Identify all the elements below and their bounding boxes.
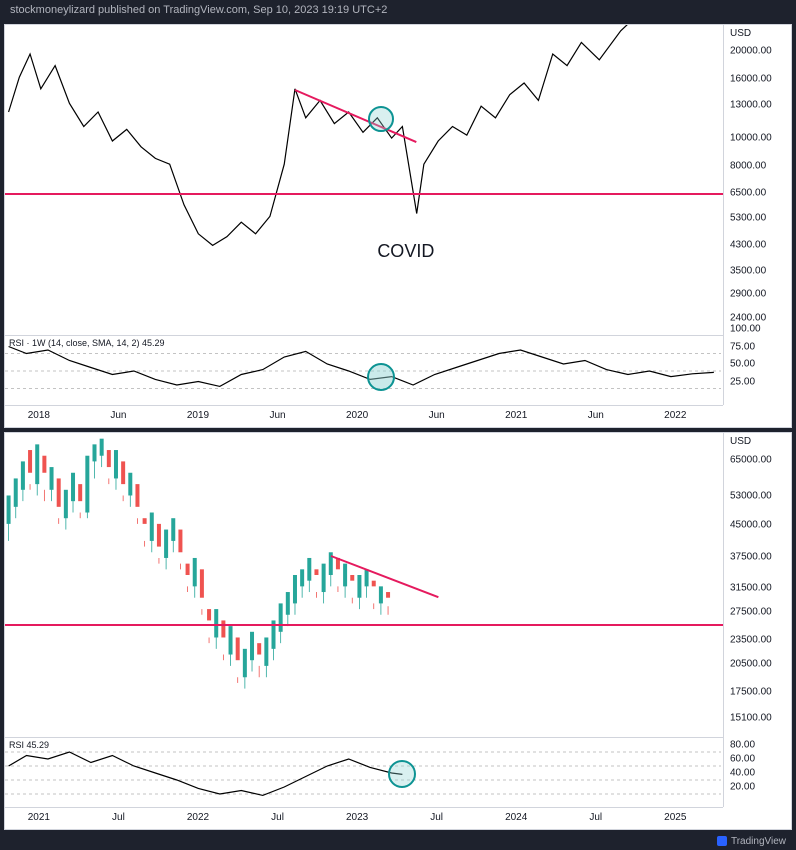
header-text: stockmoneylizard published on TradingVie…: [10, 4, 387, 16]
chart-panel-top[interactable]: COVID RSI · 1W (14, close, SMA, 14, 2) 4…: [4, 24, 792, 428]
footer-text: TradingView: [731, 836, 786, 847]
x-axis-2: 2021Jul2022Jul2023Jul2024Jul2025: [5, 807, 723, 829]
footer-bar: TradingView: [0, 832, 796, 850]
price-svg-1: [5, 25, 721, 315]
x-axis-1: 2018Jun2019Jun2020Jun2021Jun2022: [5, 405, 723, 427]
rsi-label-2: RSI 45.29: [9, 740, 49, 750]
y-unit-1: USD: [730, 28, 751, 39]
y-axis-1: USD 20000.0016000.0013000.0010000.008000…: [723, 25, 791, 405]
support-line-2: [5, 624, 723, 626]
text-annotation-covid: COVID: [377, 241, 434, 262]
rsi-label-1: RSI · 1W (14, close, SMA, 14, 2) 45.29: [9, 338, 165, 348]
price-area-2[interactable]: 25699.53: [5, 433, 723, 737]
y-axis-2: USD 65000.0053000.0045000.0037500.003150…: [723, 433, 791, 807]
price-area-1[interactable]: COVID: [5, 25, 723, 335]
y-unit-2: USD: [730, 436, 751, 447]
tradingview-logo-icon: [717, 836, 727, 846]
rsi-area-2[interactable]: RSI 45.29 45.29: [5, 737, 723, 807]
rsi-area-1[interactable]: RSI · 1W (14, close, SMA, 14, 2) 45.29 4…: [5, 335, 723, 405]
rsi-circle-1: [367, 363, 395, 391]
price-svg-2: [5, 433, 721, 717]
header-bar: stockmoneylizard published on TradingVie…: [0, 0, 796, 22]
chart-panel-bottom[interactable]: 25699.53 RSI 45.29 45.29 USD 65000.00530…: [4, 432, 792, 830]
support-line-1: [5, 193, 723, 195]
rsi-svg-2: [5, 738, 721, 808]
circle-annotation-1: [368, 106, 394, 132]
